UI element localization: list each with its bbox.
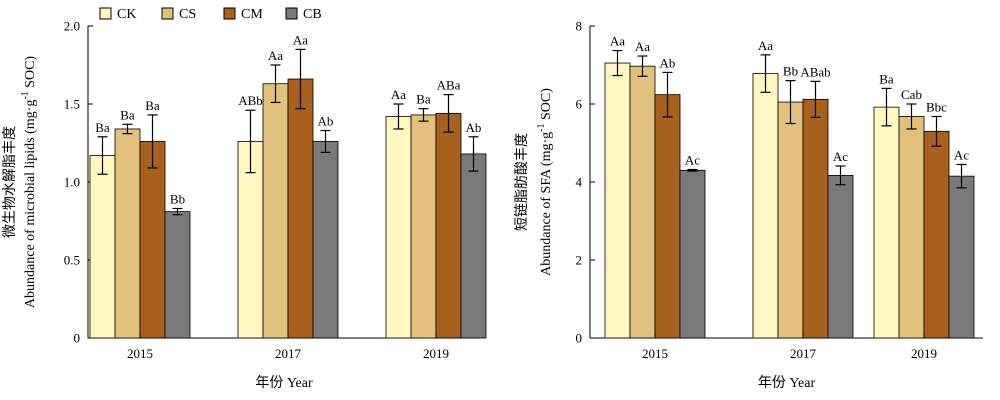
x-axis-title: 年份 Year [758,375,816,391]
y-axis-title-cn: 短链脂肪酸丰度 [514,133,530,231]
legend-item-cs: CS [161,7,196,22]
bar-cs-2015 [114,128,141,339]
y-axis-title-en: Abundance of microbial lipids (mg·g-1 SO… [20,56,38,308]
data-label: ABa [437,78,461,93]
bar-cm-2017 [287,78,314,339]
legend-item-cb: CB [285,7,322,22]
y-tick-label: 4 [576,175,583,190]
legend-swatch [161,7,174,20]
bar-cm-2015 [139,141,166,339]
y-axis-title-en-sup: -1 [20,91,31,99]
y-axis-title-en: Abundance of SFA (mg·g-1 SOC) [536,88,554,276]
x-tick-label: 2017 [790,346,817,361]
bar-cm-2017 [802,98,829,339]
legend-label: CB [303,7,322,22]
y-tick-label: 6 [576,97,583,112]
data-label: Ba [120,107,135,122]
bar-cb-2015 [679,169,706,339]
y-tick-label: 1.0 [64,175,80,190]
bar-cb-2017 [827,174,854,339]
data-label: Ba [879,71,894,86]
data-label: Ab [660,55,676,70]
bar-ck-2015 [604,62,631,339]
x-tick-label: 2019 [423,346,449,361]
legend-label: CK [117,7,136,22]
y-tick-label: 0 [74,331,81,346]
x-tick-label: 2015 [642,346,668,361]
bar-cb-2017 [312,141,339,339]
data-label: Aa [758,38,773,53]
legend-label: CS [179,7,196,22]
bar-ck-2019 [873,106,900,339]
data-label: Ac [833,149,848,164]
data-label: Bb [170,192,185,207]
data-label: Bbc [926,99,947,114]
data-label: Bb [783,64,798,79]
x-tick-label: 2019 [911,346,937,361]
chart-left: 0 0.5 1.0 1.5 2.0 Ba Ba Ba Bb 2015 ABb Aa Aa Ab 2017 Aa… [2,19,487,391]
data-label: Ba [95,120,110,135]
legend-label: CM [241,7,263,22]
bar-cs-2017 [262,83,289,339]
data-label: Ac [685,153,700,168]
data-label: Aa [268,48,283,63]
y-tick-label: 0.5 [64,253,80,268]
y-axis-title-cn: 微生物水解脂丰度 [2,126,18,238]
y-tick-label: 2.0 [64,19,80,34]
bar-cm-2015 [654,94,681,339]
bar-cs-2015 [629,65,656,339]
y-axis-title-en-tail: SOC) [539,88,554,124]
bar-ck-2019 [385,116,412,339]
legend-swatch [223,7,236,20]
data-label: Aa [293,32,308,47]
legend-item-ck: CK [99,7,136,22]
y-axis-title-en-main: Abundance of microbial lipids (mg·g [23,100,38,308]
legend-swatch [99,7,112,20]
bar-cb-2019 [460,153,487,339]
bar-cs-2019 [410,114,437,339]
data-label: Aa [391,87,406,102]
data-label: Ab [466,120,482,135]
data-label: ABb [238,93,263,108]
bar-cs-2019 [898,116,925,339]
chart-right: 0 2 4 6 8 Aa Aa Ab Ac 2015 Aa Bb ABab Ac 2017 Ba Cab Bbc A… [514,19,983,391]
bar-ck-2015 [89,155,116,339]
bar-ck-2017 [752,73,779,339]
data-label: Ba [145,98,160,113]
y-axis-title-en-tail: SOC) [23,56,38,92]
x-tick-label: 2015 [127,346,153,361]
data-label: ABab [800,64,830,79]
y-axis-title-en-main: Abundance of SFA (mg·g [539,132,554,276]
bar-cb-2015 [164,211,191,339]
y-axis-title-en-sup: -1 [536,124,547,132]
x-axis-title: 年份 Year [255,375,313,391]
y-tick-label: 0 [576,331,583,346]
y-tick-label: 2 [576,253,583,268]
data-label: Ab [318,114,334,129]
y-tick-label: 1.5 [64,97,80,112]
bar-cb-2019 [948,175,975,339]
bar-cm-2019 [435,112,462,339]
bar-cm-2019 [923,130,950,339]
data-label: Ba [416,92,431,107]
legend-item-cm: CM [223,7,263,22]
y-tick-label: 8 [576,19,583,34]
legend: CK CS CM CB [99,7,322,22]
data-label: Aa [610,34,625,49]
x-tick-label: 2017 [275,346,302,361]
data-label: Ac [954,147,969,162]
data-label: Cab [901,87,922,102]
data-label: Aa [635,39,650,54]
bar-cs-2017 [777,101,804,339]
legend-swatch [285,7,298,20]
